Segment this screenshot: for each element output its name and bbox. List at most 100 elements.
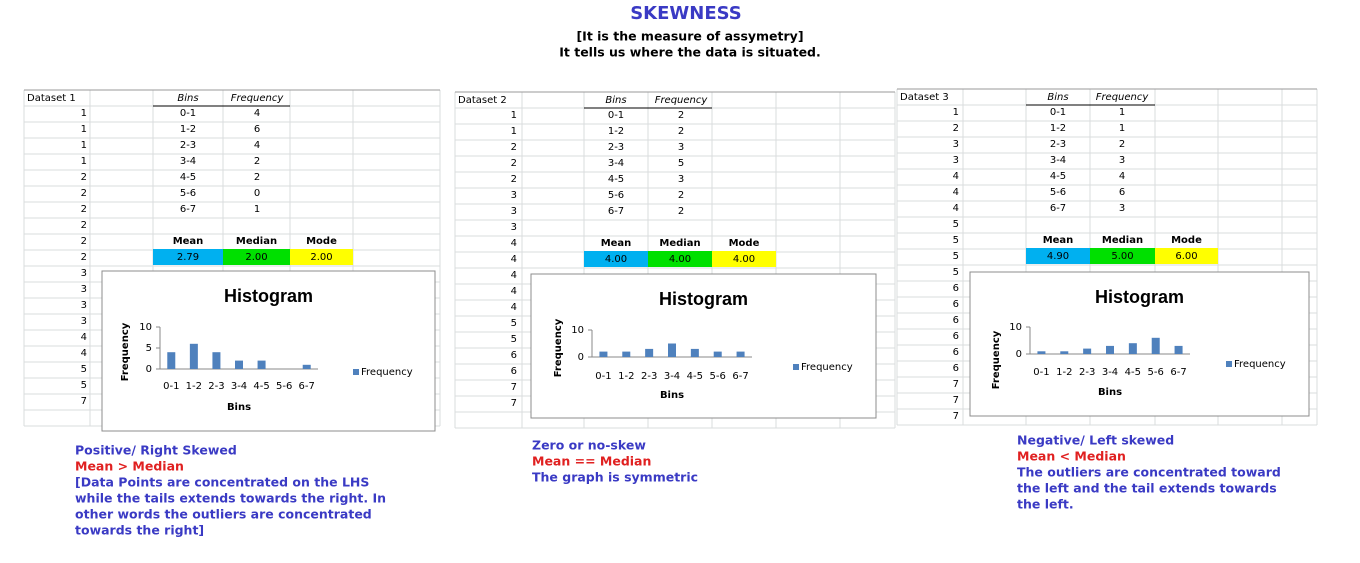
frequency-cell: 1 xyxy=(254,204,260,215)
stat-header: Mean xyxy=(1043,235,1074,246)
data-cell: 2 xyxy=(511,158,517,169)
data-cell: 1 xyxy=(81,108,87,119)
data-cell: 4 xyxy=(511,254,517,265)
data-cell: 5 xyxy=(81,364,87,375)
x-tick-label: 0-1 xyxy=(163,381,179,392)
note: The graph is symmetric xyxy=(532,470,698,485)
note: Positive/ Right Skewed xyxy=(75,443,237,458)
bar xyxy=(189,343,198,369)
stat-header: Mean xyxy=(601,238,632,249)
chart-box xyxy=(101,270,436,432)
stat-value: 4.00 xyxy=(733,254,755,265)
stat-header: Mode xyxy=(306,236,337,247)
x-tick-label: 1-2 xyxy=(618,371,634,382)
bar xyxy=(167,352,176,369)
note: Negative/ Left skewed xyxy=(1017,433,1174,448)
data-cell: 7 xyxy=(953,411,959,422)
bin-cell: 0-1 xyxy=(1050,107,1066,118)
data-cell: 4 xyxy=(953,203,959,214)
chart-title: Histogram xyxy=(659,289,748,309)
bar xyxy=(1128,343,1137,354)
stat-header: Mode xyxy=(1171,235,1202,246)
y-tick-label: 10 xyxy=(571,325,584,336)
data-cell: 4 xyxy=(511,238,517,249)
x-axis-label: Bins xyxy=(1098,387,1122,398)
bar xyxy=(599,351,608,357)
stat-value: 2.00 xyxy=(310,252,332,263)
data-cell: 3 xyxy=(81,316,87,327)
legend-label: Frequency xyxy=(801,362,853,373)
y-tick-label: 10 xyxy=(1009,322,1022,333)
stat-header: Mean xyxy=(173,236,204,247)
bin-cell: 1-2 xyxy=(180,124,196,135)
stat-value: 5.00 xyxy=(1111,251,1133,262)
legend-label: Frequency xyxy=(361,367,413,378)
stat-cell xyxy=(1090,248,1155,264)
bin-cell: 2-3 xyxy=(180,140,196,151)
legend-swatch xyxy=(1226,361,1232,367)
legend-swatch xyxy=(353,369,359,375)
frequency-cell: 0 xyxy=(254,188,260,199)
note: towards the right] xyxy=(75,523,204,538)
y-tick-label: 0 xyxy=(578,352,584,363)
bin-cell: 3-4 xyxy=(180,156,196,167)
frequency-cell: 4 xyxy=(1119,171,1125,182)
frequency-cell: 6 xyxy=(254,124,260,135)
data-cell: 2 xyxy=(81,204,87,215)
data-cell: 6 xyxy=(953,363,959,374)
y-tick-label: 0 xyxy=(1016,349,1022,360)
data-cell: 3 xyxy=(81,300,87,311)
table-header: Bins xyxy=(1047,92,1068,103)
bin-cell: 3-4 xyxy=(1050,155,1066,166)
note: Mean > Median xyxy=(75,459,184,474)
stat-cell xyxy=(223,249,290,265)
stat-value: 6.00 xyxy=(1175,251,1197,262)
data-cell: 5 xyxy=(953,267,959,278)
bar xyxy=(668,343,676,357)
frequency-cell: 4 xyxy=(254,108,260,119)
bin-cell: 2-3 xyxy=(1050,139,1066,150)
data-cell: 2 xyxy=(511,174,517,185)
frequency-cell: 1 xyxy=(1119,123,1125,134)
bin-cell: 6-7 xyxy=(1050,203,1066,214)
data-cell: 6 xyxy=(953,315,959,326)
stat-value: 2.79 xyxy=(177,252,199,263)
stat-value: 2.00 xyxy=(245,252,267,263)
data-cell: 3 xyxy=(511,206,517,217)
note: the left. xyxy=(1017,497,1074,512)
bin-cell: 3-4 xyxy=(608,158,624,169)
data-cell: 4 xyxy=(511,302,517,313)
data-cell: 3 xyxy=(511,190,517,201)
x-tick-label: 4-5 xyxy=(1125,367,1141,378)
data-cell: 7 xyxy=(81,396,87,407)
stat-cell xyxy=(584,251,648,267)
frequency-cell: 2 xyxy=(254,156,260,167)
chart-title: Histogram xyxy=(1095,287,1184,307)
bar xyxy=(645,348,654,357)
chart-box xyxy=(969,271,1310,417)
data-cell: 5 xyxy=(81,380,87,391)
data-cell: 4 xyxy=(511,270,517,281)
bar xyxy=(212,352,221,369)
data-cell: 6 xyxy=(511,350,517,361)
note: Zero or no-skew xyxy=(532,438,646,453)
table-header: Frequency xyxy=(655,95,709,106)
frequency-cell: 3 xyxy=(678,174,684,185)
bar xyxy=(1174,345,1183,354)
bar xyxy=(257,360,266,369)
data-cell: 4 xyxy=(511,286,517,297)
frequency-cell: 3 xyxy=(1119,155,1125,166)
data-cell: 2 xyxy=(81,252,87,263)
x-tick-label: 1-2 xyxy=(1056,367,1072,378)
data-cell: 3 xyxy=(81,268,87,279)
bar xyxy=(1060,351,1069,354)
y-tick-label: 5 xyxy=(146,343,152,354)
x-tick-label: 6-7 xyxy=(1170,367,1186,378)
data-cell: 3 xyxy=(81,284,87,295)
note: the left and the tail extends towards xyxy=(1017,481,1277,496)
chart-title: Histogram xyxy=(224,286,313,306)
bar xyxy=(1083,348,1092,354)
data-cell: 1 xyxy=(511,110,517,121)
table-header: Frequency xyxy=(231,93,285,104)
table-header: Bins xyxy=(605,95,626,106)
